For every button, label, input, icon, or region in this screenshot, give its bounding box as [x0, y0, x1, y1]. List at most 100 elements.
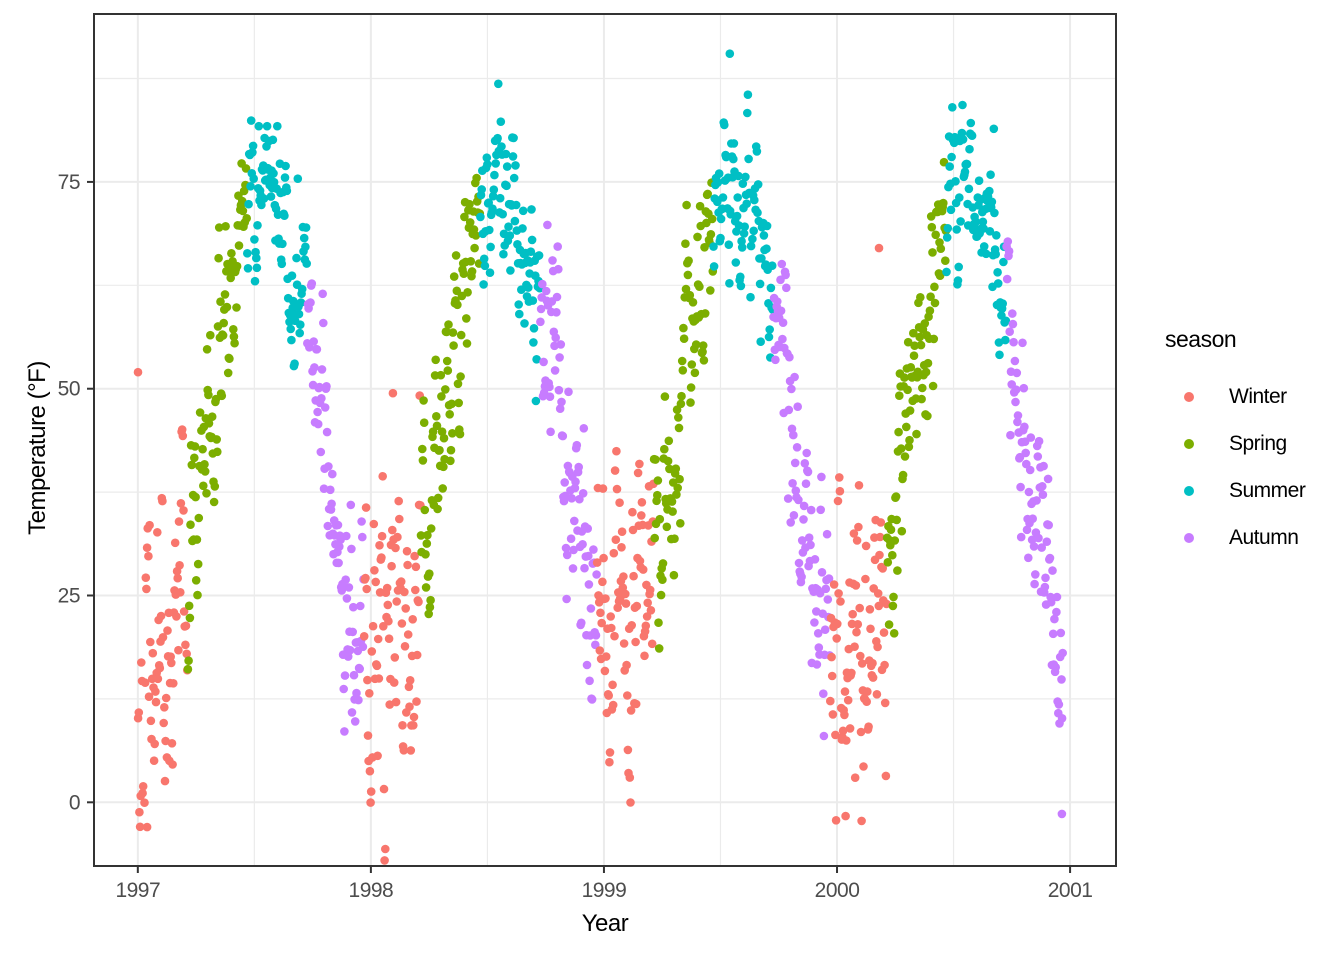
- data-point: [987, 197, 997, 207]
- data-point: [482, 153, 492, 162]
- data-point: [725, 279, 734, 288]
- data-point: [744, 154, 753, 164]
- data-point: [527, 235, 537, 245]
- data-point: [762, 244, 771, 253]
- data-point: [896, 444, 906, 453]
- data-point: [248, 141, 258, 151]
- data-point: [202, 489, 211, 498]
- data-point: [511, 200, 521, 210]
- data-point: [176, 588, 185, 597]
- data-point: [905, 435, 914, 445]
- data-point: [191, 492, 200, 502]
- data-point: [665, 464, 674, 474]
- data-point: [344, 583, 354, 592]
- data-point: [699, 356, 709, 365]
- data-point: [382, 583, 392, 593]
- data-point: [392, 597, 402, 606]
- data-point: [992, 231, 1001, 240]
- data-point: [277, 259, 287, 269]
- data-point: [412, 650, 422, 660]
- data-point: [797, 536, 807, 545]
- data-point: [664, 436, 674, 446]
- data-point: [287, 335, 296, 345]
- data-point: [951, 177, 960, 186]
- data-point: [835, 473, 844, 482]
- legend-item-label: Spring: [1229, 431, 1287, 455]
- data-point: [1009, 337, 1018, 347]
- data-point: [204, 390, 213, 400]
- data-point: [508, 152, 518, 161]
- data-point: [433, 493, 443, 503]
- data-point: [358, 532, 367, 542]
- data-point: [654, 644, 664, 653]
- data-point: [567, 494, 576, 503]
- legend-item-spring: Spring: [1157, 420, 1305, 467]
- data-point: [836, 597, 845, 606]
- data-point: [448, 328, 458, 337]
- data-point: [297, 284, 307, 294]
- data-point: [617, 543, 626, 552]
- data-point: [945, 162, 954, 171]
- data-point: [135, 807, 144, 817]
- data-point: [498, 209, 508, 219]
- data-point: [509, 133, 518, 143]
- data-point: [453, 379, 463, 389]
- data-point: [1019, 383, 1029, 393]
- data-point: [207, 412, 217, 422]
- data-point: [142, 584, 151, 594]
- data-point: [286, 324, 296, 334]
- data-point: [179, 607, 189, 616]
- data-point: [626, 706, 636, 715]
- data-point: [253, 221, 262, 230]
- data-point: [166, 652, 175, 661]
- data-point: [536, 304, 546, 314]
- data-point: [584, 551, 593, 561]
- data-point: [213, 447, 222, 457]
- data-point: [748, 234, 757, 244]
- data-point: [947, 152, 956, 162]
- data-point: [847, 668, 856, 678]
- data-point: [608, 700, 618, 710]
- data-point: [223, 368, 233, 378]
- data-point: [716, 214, 726, 224]
- data-point: [865, 605, 875, 614]
- data-point: [832, 634, 841, 643]
- data-point: [541, 286, 551, 296]
- data-point: [455, 429, 465, 439]
- data-point: [340, 671, 350, 680]
- data-point: [864, 722, 873, 731]
- data-point: [981, 249, 991, 259]
- data-point: [509, 173, 519, 183]
- data-point: [200, 460, 209, 469]
- data-point: [637, 511, 646, 520]
- data-point: [923, 411, 932, 421]
- data-point: [499, 249, 508, 259]
- data-point: [524, 283, 533, 292]
- data-point: [216, 297, 225, 307]
- data-point: [729, 154, 738, 164]
- data-point: [200, 467, 210, 476]
- data-point: [611, 535, 621, 544]
- data-point: [793, 402, 802, 412]
- data-point: [446, 456, 455, 466]
- data-point: [227, 249, 236, 258]
- data-point: [445, 410, 455, 419]
- data-point: [926, 292, 935, 302]
- data-point: [861, 574, 870, 584]
- data-point: [347, 544, 356, 554]
- data-point: [184, 601, 194, 611]
- data-point: [848, 609, 857, 619]
- data-point: [966, 118, 976, 128]
- data-point: [369, 519, 379, 529]
- data-point: [377, 553, 386, 562]
- data-point: [677, 356, 687, 366]
- data-point: [917, 394, 926, 404]
- data-point: [1013, 411, 1023, 420]
- data-point: [1048, 566, 1057, 575]
- data-point: [366, 787, 376, 796]
- data-point: [355, 664, 365, 674]
- data-point: [604, 691, 613, 700]
- data-point: [833, 619, 842, 629]
- data-point: [486, 242, 495, 252]
- data-point: [773, 297, 782, 306]
